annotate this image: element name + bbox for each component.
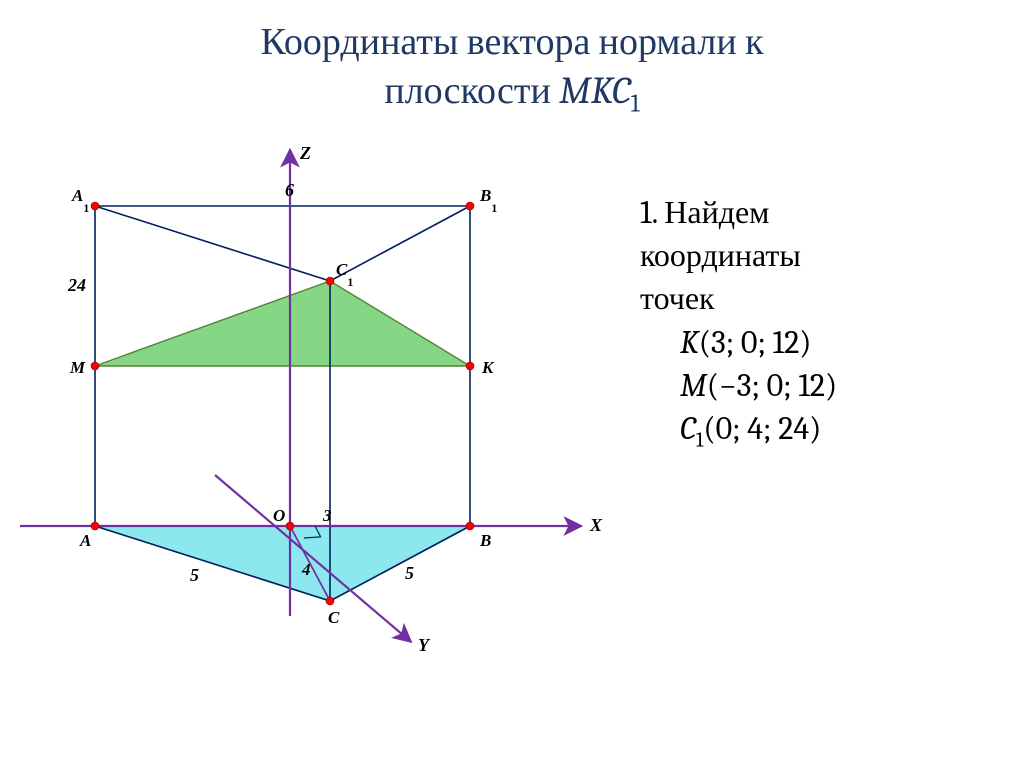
point-label-c1: C1 bbox=[336, 260, 353, 289]
title-line-2: плоскости MKC1 bbox=[0, 67, 1024, 121]
axis-label-y: Y bbox=[418, 635, 431, 651]
edge-A1-C1 bbox=[95, 206, 330, 281]
point-label-k: K bbox=[481, 358, 495, 377]
dim-label-4: 5 bbox=[190, 565, 199, 585]
point-label-m: M bbox=[69, 358, 86, 377]
point-label-b: B bbox=[479, 531, 491, 550]
dim-label-5: 5 bbox=[405, 563, 414, 583]
point-a bbox=[91, 522, 99, 530]
point-c1 bbox=[326, 277, 334, 285]
dim-label-2: 3 bbox=[322, 506, 332, 525]
dim-label-3: 4 bbox=[301, 560, 311, 579]
dim-label-1: 24 bbox=[67, 275, 86, 295]
page-title: Координаты вектора нормали кплоскости MK… bbox=[0, 0, 1024, 121]
axis-label-z: Z bbox=[299, 143, 311, 163]
point-m bbox=[91, 362, 99, 370]
point-label-c: C bbox=[328, 608, 340, 627]
point-k bbox=[466, 362, 474, 370]
coord-K: K(3; 0; 12) bbox=[640, 321, 1024, 364]
title-line-1: Координаты вектора нормали к bbox=[0, 18, 1024, 67]
coord-M: M(−3; 0; 12) bbox=[640, 364, 1024, 407]
step-heading: 1. Найдемкоординатыточек bbox=[640, 191, 1024, 321]
point-b1 bbox=[466, 202, 474, 210]
axis-label-x: X bbox=[589, 515, 603, 535]
geometry-diagram: X Z Y A B C O A1 B1 C1 M K 6 24 3 4 5 5 bbox=[10, 131, 630, 651]
point-label-a: A bbox=[79, 531, 91, 550]
point-a1 bbox=[91, 202, 99, 210]
triangle-mkc1 bbox=[95, 281, 470, 366]
solution-text: 1. Найдемкоординатыточек K(3; 0; 12)M(−3… bbox=[630, 131, 1024, 651]
coord-C: C1(0; 4; 24) bbox=[640, 407, 1024, 454]
point-o bbox=[286, 522, 294, 530]
diagram-container: X Z Y A B C O A1 B1 C1 M K 6 24 3 4 5 5 bbox=[10, 131, 630, 651]
point-c bbox=[326, 597, 334, 605]
point-label-b1: B1 bbox=[479, 186, 497, 215]
point-label-o: O bbox=[273, 506, 285, 525]
point-b bbox=[466, 522, 474, 530]
content-row: X Z Y A B C O A1 B1 C1 M K 6 24 3 4 5 5 1. Найдемкоордина… bbox=[0, 131, 1024, 651]
edge-B1-C1 bbox=[330, 206, 470, 281]
coordinates-list: K(3; 0; 12)M(−3; 0; 12)C1(0; 4; 24) bbox=[640, 321, 1024, 455]
dim-label-0: 6 bbox=[285, 180, 294, 200]
point-label-a1: A1 bbox=[71, 186, 89, 215]
